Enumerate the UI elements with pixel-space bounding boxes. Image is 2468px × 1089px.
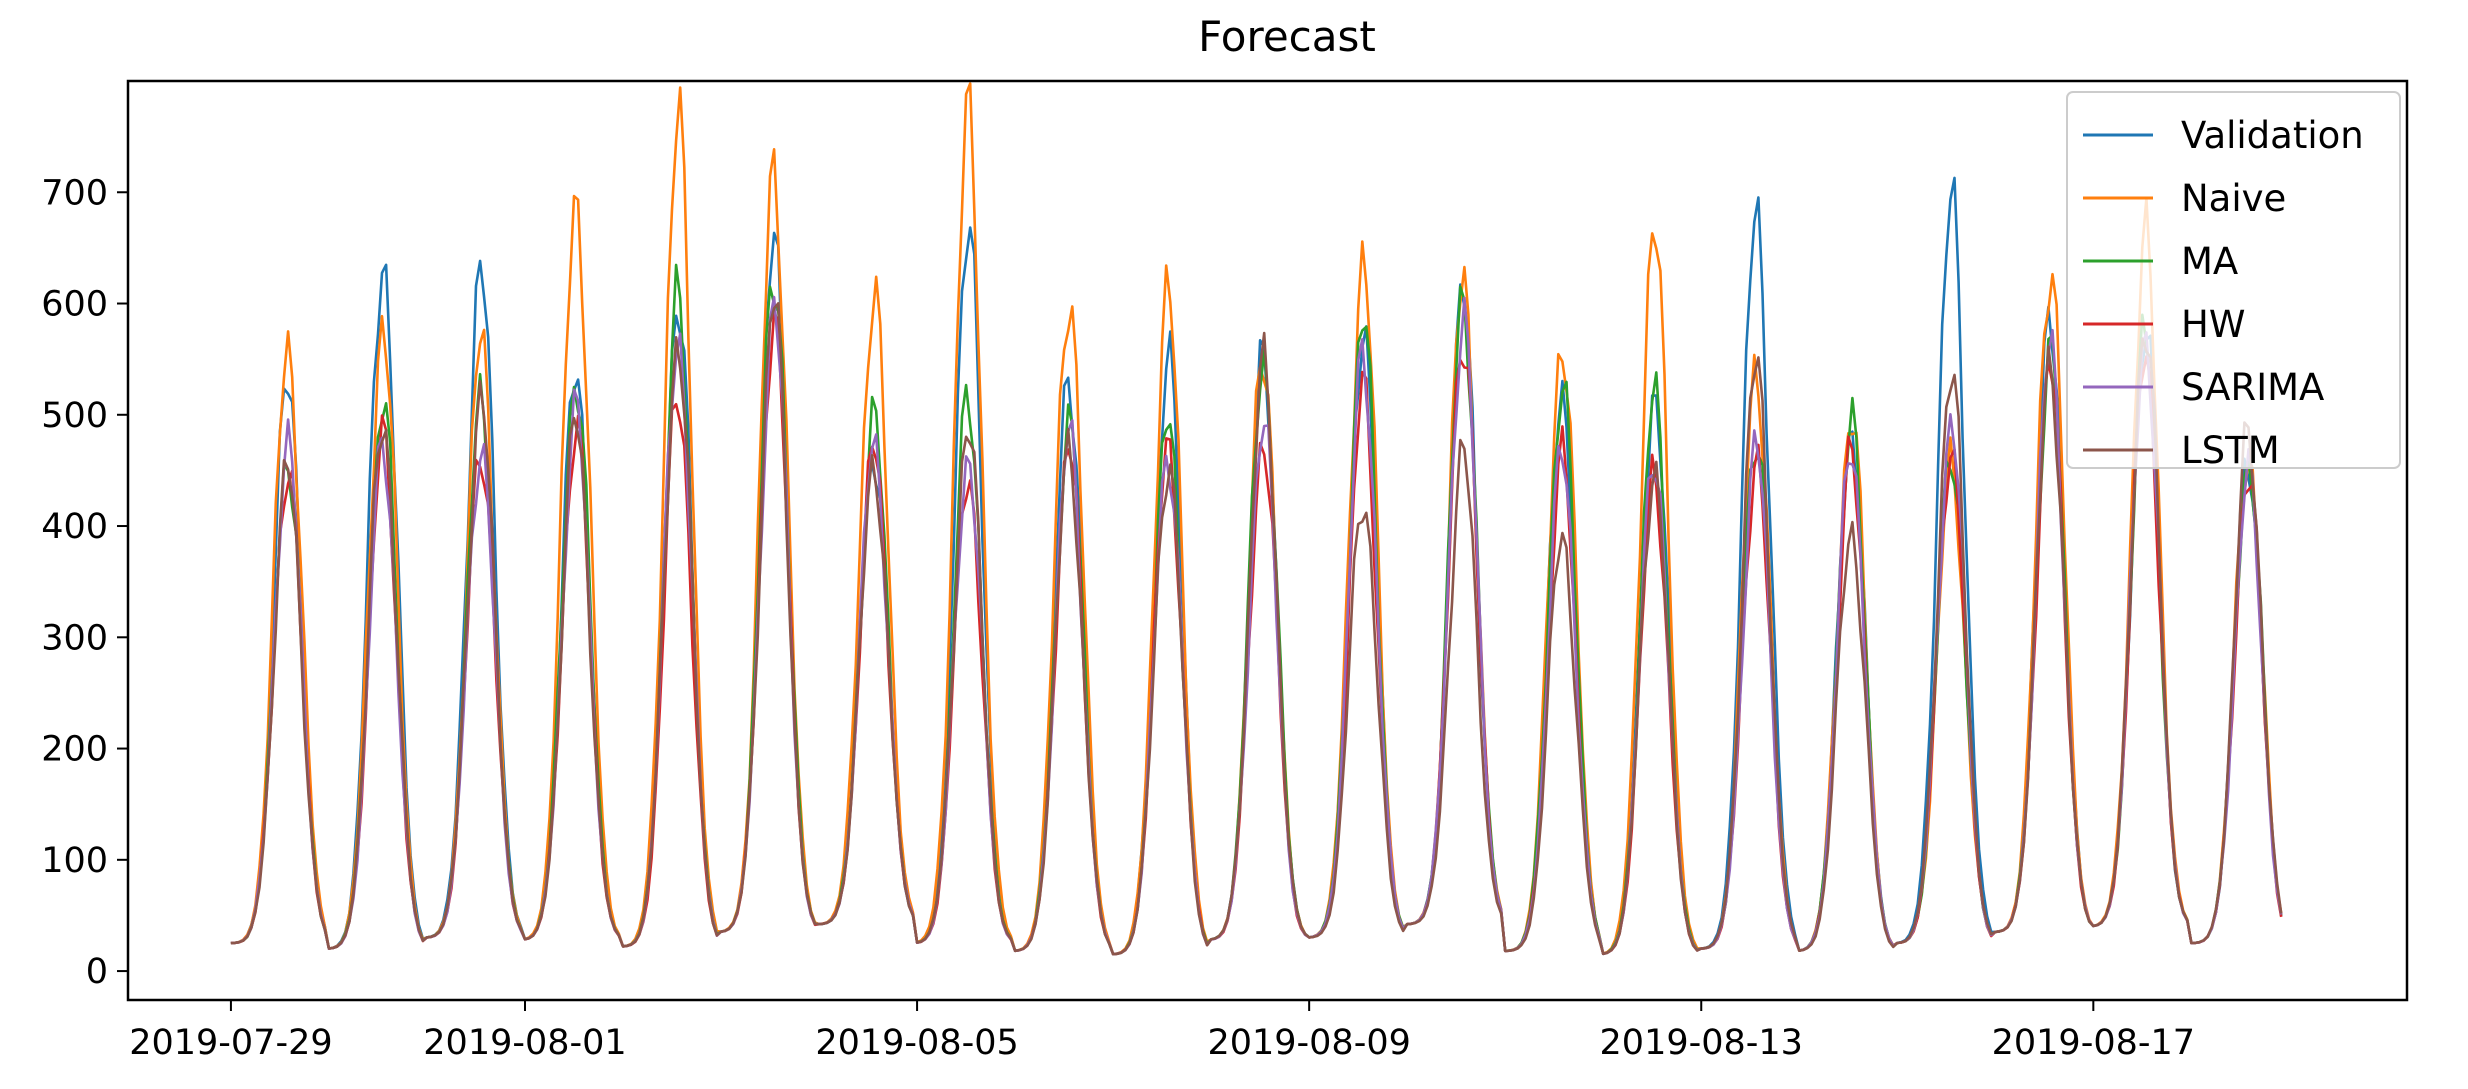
series-line-sarima (230, 295, 2283, 956)
y-tick-label: 400 (41, 507, 108, 547)
x-tick-label: 2019-08-13 (1600, 1023, 1803, 1063)
series-line-ma (230, 263, 2283, 956)
legend-label: HW (2181, 303, 2245, 346)
y-tick-label: 600 (41, 285, 108, 325)
y-tick-label: 100 (41, 841, 108, 881)
x-tick-label: 2019-07-29 (129, 1023, 332, 1063)
legend: Validation Naive MA HW SARIMA LSTM (2066, 91, 2401, 472)
series-layer (230, 82, 2283, 956)
y-axis: 0 100 200 300 400 500 600 700 (41, 173, 128, 992)
x-tick-label: 2019-08-09 (1207, 1023, 1410, 1063)
legend-label: MA (2181, 240, 2238, 283)
plot-frame (126, 79, 2409, 1002)
legend-box (2066, 91, 2401, 469)
legend-label: LSTM (2181, 429, 2280, 472)
legend-label: Naive (2181, 177, 2286, 220)
x-tick-label: 2019-08-05 (815, 1023, 1018, 1063)
chart-title: Forecast (1198, 12, 1376, 61)
series-line-lstm (230, 302, 2283, 956)
x-tick-label: 2019-08-01 (423, 1023, 626, 1063)
legend-label: SARIMA (2181, 366, 2324, 409)
y-tick-label: 700 (41, 173, 108, 213)
y-tick-label: 200 (41, 730, 108, 770)
legend-label: Validation (2181, 114, 2364, 157)
x-axis: 2019-07-29 2019-08-01 2019-08-05 2019-08-09… (129, 1000, 2195, 1063)
x-tick-label: 2019-08-17 (1992, 1023, 2195, 1063)
y-tick-label: 300 (41, 618, 108, 658)
series-line-validation (230, 176, 2283, 956)
y-tick-label: 0 (86, 952, 108, 992)
y-tick-label: 500 (41, 396, 108, 436)
